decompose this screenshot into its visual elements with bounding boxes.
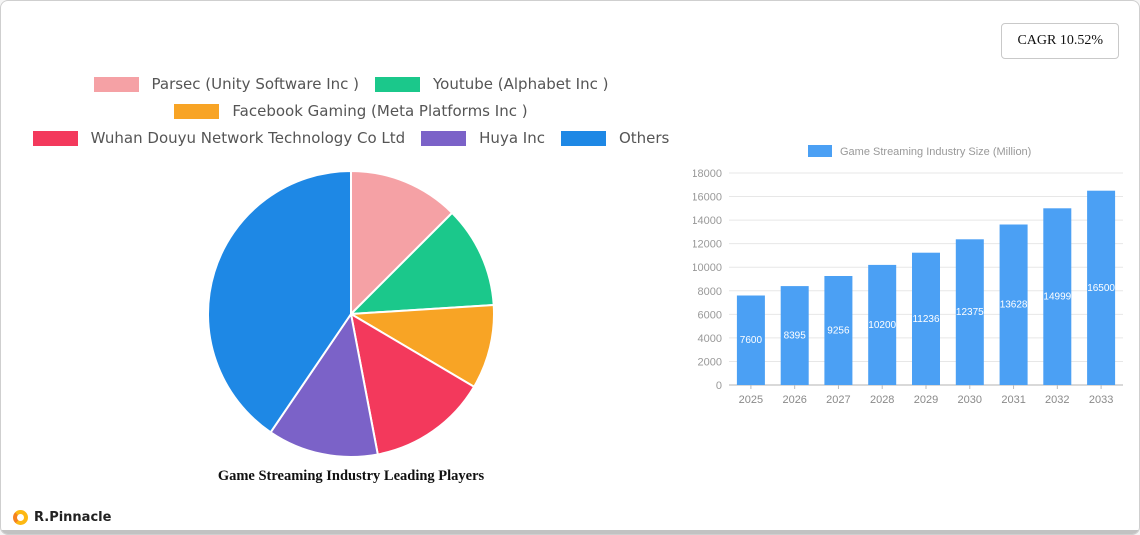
bar-2025 — [736, 295, 765, 385]
bar-value-label: 9256 — [827, 326, 850, 337]
y-axis-label: 8000 — [698, 286, 722, 298]
x-axis-label-2026: 2026 — [782, 394, 806, 406]
bar-value-label: 12375 — [956, 307, 984, 318]
y-axis-label: 2000 — [698, 356, 722, 368]
y-axis-label: 14000 — [693, 215, 722, 227]
pie-slice-youtube-alphabet-inc — [348, 211, 495, 316]
legend-row: Parsec (Unity Software Inc ) Youtube (Alp… — [1, 75, 701, 93]
bar-2030 — [955, 239, 984, 386]
legend-swatch — [32, 130, 78, 146]
y-axis-label: 4000 — [698, 333, 722, 345]
legend-swatch — [375, 76, 421, 92]
legend-label: Wuhan Douyu Network Technology Co Ltd — [90, 129, 406, 147]
legend-swatch — [93, 76, 139, 92]
y-axis-label: 16000 — [693, 192, 722, 204]
y-axis-label: 18000 — [693, 168, 722, 180]
y-axis-label: 6000 — [698, 309, 722, 321]
pie-slice-others — [207, 169, 352, 434]
legend-swatch — [174, 103, 220, 119]
x-axis-label-2027: 2027 — [826, 394, 850, 406]
x-axis-label-2033: 2033 — [1089, 394, 1113, 406]
legend-swatch — [421, 130, 467, 146]
legend-label: Facebook Gaming (Meta Platforms Inc ) — [232, 102, 528, 120]
legend-item-youtube-alphabet-inc[interactable]: Youtube (Alphabet Inc ) — [375, 75, 608, 93]
bar-2026 — [780, 286, 809, 385]
legend-label: Parsec (Unity Software Inc ) — [151, 75, 360, 93]
x-axis-label-2032: 2032 — [1045, 394, 1069, 406]
bar-2033 — [1087, 190, 1116, 385]
brand-logo: R.Pinnacle — [13, 510, 111, 525]
bar-value-label: 7600 — [740, 335, 763, 346]
bar-value-label: 16500 — [1087, 283, 1115, 294]
brand-pie-icon — [13, 510, 28, 525]
x-axis-label-2028: 2028 — [870, 394, 894, 406]
legend-item-facebook-gaming-meta-platforms-inc[interactable]: Facebook Gaming (Meta Platforms Inc ) — [174, 102, 528, 120]
legend-row: Wuhan Douyu Network Technology Co Ltd Huy… — [1, 129, 701, 147]
x-axis-label-2030: 2030 — [958, 394, 982, 406]
legend-item-others[interactable]: Others — [560, 129, 670, 147]
pie-slice-huya-inc — [269, 311, 379, 458]
pie-slice-wuhan-douyu-network-technology-co-ltd — [349, 312, 476, 456]
bar-legend-label: Game Streaming Industry Size (Million) — [840, 146, 1031, 158]
x-axis-label-2031: 2031 — [1001, 394, 1025, 406]
pie-slice-parsec-unity-software-inc — [350, 169, 454, 317]
bar-value-label: 13628 — [1000, 300, 1028, 311]
bar-value-label: 14999 — [1043, 292, 1071, 303]
bar-2031 — [999, 224, 1028, 385]
legend-item-parsec-unity-software-inc[interactable]: Parsec (Unity Software Inc ) — [93, 75, 360, 93]
cagr-badge: CAGR 10.52% — [1001, 23, 1119, 59]
bar-value-label: 8395 — [784, 331, 807, 342]
pie-chart — [207, 169, 496, 458]
brand-name: R.Pinnacle — [34, 510, 112, 525]
bar-2032 — [1043, 208, 1072, 385]
legend-label: Others — [618, 129, 670, 147]
legend-swatch — [560, 130, 606, 146]
y-axis-label: 10000 — [693, 262, 722, 274]
legend-label: Huya Inc — [479, 129, 545, 147]
window-bottom-edge — [1, 530, 1139, 534]
bar-legend[interactable]: Game Streaming Industry Size (Million) — [808, 145, 1031, 158]
bar-chart: 0 2000 4000 6000 8000 10000 12000 14000 16000 180… — [693, 145, 1123, 406]
bar-2027 — [824, 276, 853, 385]
pie-chart-title: Game Streaming Industry Leading Players — [217, 468, 485, 484]
pie-slice-facebook-gaming-meta-platforms-inc — [347, 303, 496, 389]
bar-value-label: 10200 — [868, 320, 896, 331]
y-axis-label: 12000 — [693, 239, 722, 251]
bar-2028 — [868, 264, 897, 385]
legend-item-huya-inc[interactable]: Huya Inc — [421, 129, 545, 147]
pie-legend: Parsec (Unity Software Inc ) Youtube (Alp… — [1, 75, 701, 156]
legend-item-wuhan-douyu-network-technology-co-ltd[interactable]: Wuhan Douyu Network Technology Co Ltd — [32, 129, 406, 147]
legend-row: Facebook Gaming (Meta Platforms Inc ) — [1, 102, 701, 120]
x-axis-label-2029: 2029 — [914, 394, 938, 406]
legend-label: Youtube (Alphabet Inc ) — [433, 75, 609, 93]
bar-2029 — [912, 252, 940, 385]
bar-value-label: 11236 — [912, 314, 940, 325]
x-axis-label-2025: 2025 — [739, 394, 763, 406]
y-axis-label: 0 — [716, 380, 722, 392]
